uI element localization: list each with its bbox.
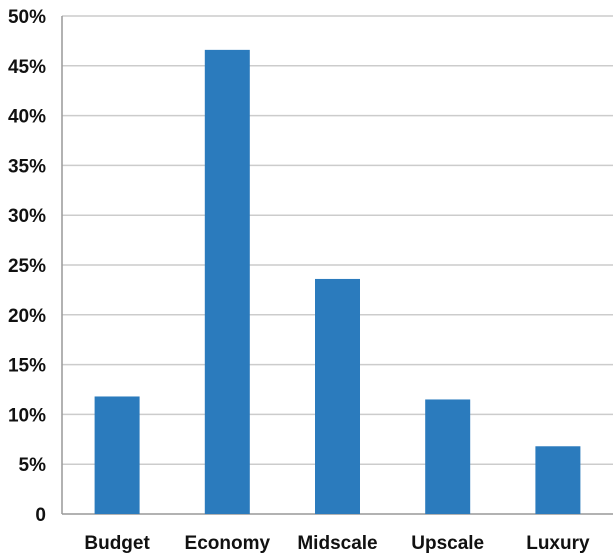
bar-midscale (315, 278, 360, 514)
y-tick-label: 20% (8, 306, 46, 327)
y-tick-label: 5% (19, 455, 47, 476)
y-tick-label: 35% (8, 156, 46, 177)
bar-economy (204, 49, 250, 514)
x-tick-label: Budget (84, 533, 150, 554)
x-tick-label: Luxury (526, 533, 590, 554)
y-tick-label: 0 (35, 505, 46, 526)
y-tick-label: 15% (8, 356, 46, 377)
y-tick-label: 30% (8, 206, 46, 227)
y-tick-label: 25% (8, 256, 46, 277)
x-tick-label: Economy (185, 533, 271, 554)
bar-budget (94, 396, 140, 514)
y-tick-label: 40% (8, 107, 46, 128)
gridlines (62, 15, 613, 465)
bar-luxury (535, 446, 581, 514)
y-tick-label: 50% (8, 7, 46, 28)
bars (94, 49, 581, 514)
x-tick-label: Upscale (411, 533, 484, 554)
x-tick-labels: Budget Economy Midscale Upscale Luxury (84, 533, 590, 554)
y-tick-labels: 0 5% 10% 15% 20% 25% 30% 35% 40% 45% 50% (8, 7, 46, 526)
y-tick-label: 10% (8, 405, 46, 426)
y-tick-label: 45% (8, 57, 46, 78)
bar-upscale (425, 399, 471, 514)
x-tick-label: Midscale (297, 533, 377, 554)
